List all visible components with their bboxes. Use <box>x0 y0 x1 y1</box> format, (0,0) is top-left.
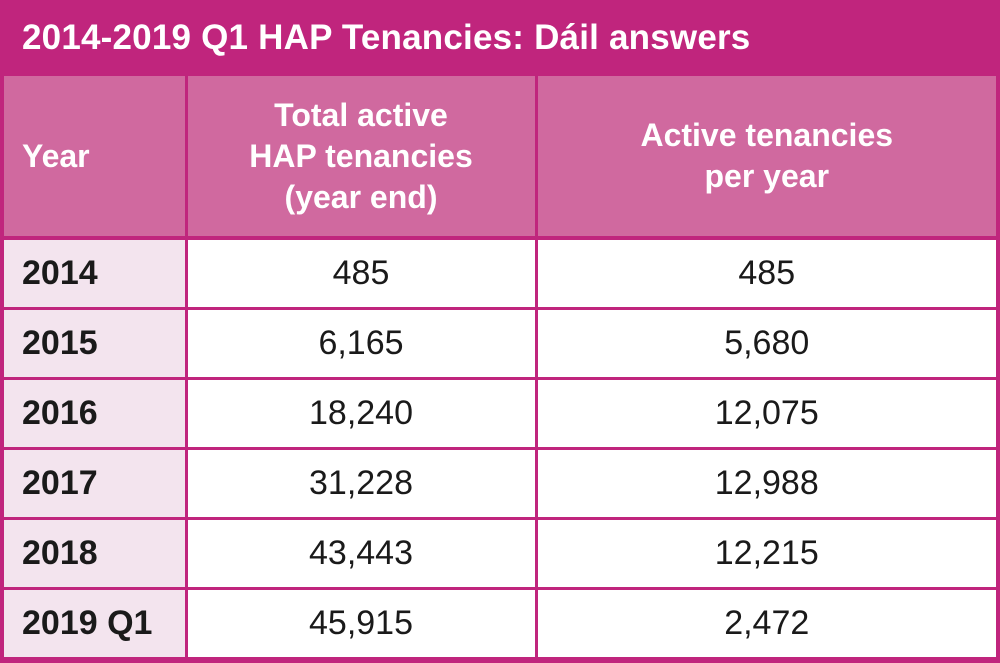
table-row: 2019 Q1 45,915 2,472 <box>4 587 996 657</box>
header-total-line: HAP tenancies <box>249 137 473 174</box>
table-row: 2014 485 485 <box>4 238 996 309</box>
active-per-year-cell: 2,472 <box>536 587 996 657</box>
year-cell: 2017 <box>4 447 188 519</box>
column-header-year: Year <box>4 76 188 240</box>
year-cell: 2018 <box>4 517 188 589</box>
table-row: 2015 6,165 5,680 <box>4 307 996 379</box>
hap-tenancies-table: Year Total active HAP tenancies (year en… <box>4 76 996 657</box>
header-row: Year Total active HAP tenancies (year en… <box>4 76 996 240</box>
total-active-cell: 18,240 <box>186 377 538 449</box>
table-title: 2014-2019 Q1 HAP Tenancies: Dáil answers <box>22 18 751 57</box>
active-per-year-cell: 5,680 <box>536 307 996 379</box>
total-active-cell: 43,443 <box>186 517 538 589</box>
table-row: 2016 18,240 12,075 <box>4 377 996 449</box>
header-total-line: (year end) <box>284 178 438 215</box>
header-per-year-line: per year <box>704 158 830 194</box>
active-per-year-cell: 12,075 <box>536 377 996 449</box>
header-per-year-line: Active tenancies <box>640 117 894 153</box>
table-row: 2018 43,443 12,215 <box>4 517 996 589</box>
total-active-cell: 6,165 <box>186 307 538 379</box>
total-active-cell: 31,228 <box>186 447 538 519</box>
table-row: 2017 31,228 12,988 <box>4 447 996 519</box>
total-active-cell: 45,915 <box>186 587 538 657</box>
year-cell: 2016 <box>4 377 188 449</box>
year-cell: 2015 <box>4 307 188 379</box>
total-active-cell: 485 <box>186 238 538 309</box>
active-per-year-cell: 12,215 <box>536 517 996 589</box>
header-year-label: Year <box>22 137 90 174</box>
active-per-year-cell: 485 <box>536 238 996 309</box>
column-header-active-per-year: Active tenancies per year <box>536 76 996 240</box>
year-cell: 2019 Q1 <box>4 587 188 657</box>
header-total-line: Total active <box>274 96 448 133</box>
active-per-year-cell: 12,988 <box>536 447 996 519</box>
column-header-total-active: Total active HAP tenancies (year end) <box>186 76 538 240</box>
year-cell: 2014 <box>4 238 188 309</box>
